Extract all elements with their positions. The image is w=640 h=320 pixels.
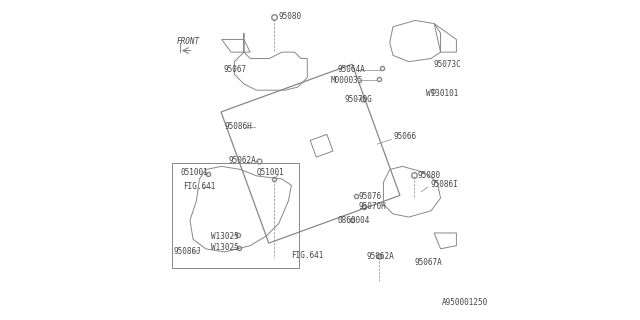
Text: 95062A: 95062A (367, 252, 395, 261)
Text: 95070G: 95070G (345, 95, 372, 104)
Text: W130101: W130101 (426, 89, 459, 98)
Text: Q51001: Q51001 (257, 168, 284, 177)
Text: 95062A: 95062A (228, 156, 256, 165)
Text: 95073C: 95073C (433, 60, 461, 69)
Text: 95086I: 95086I (430, 180, 458, 189)
Text: 95067: 95067 (223, 65, 246, 74)
Text: 95070H: 95070H (358, 203, 386, 212)
Text: 95086H: 95086H (225, 122, 253, 131)
Text: 95064A: 95064A (337, 65, 365, 75)
Text: A950001250: A950001250 (442, 298, 488, 307)
Text: 95066: 95066 (394, 132, 417, 141)
Text: 95080: 95080 (278, 12, 301, 21)
Text: 95076: 95076 (358, 192, 381, 201)
Text: FRONT: FRONT (177, 37, 200, 46)
Text: 95080: 95080 (418, 171, 441, 180)
Text: 95067A: 95067A (414, 258, 442, 267)
Text: W13025: W13025 (211, 232, 238, 241)
Bar (173, 163, 300, 268)
Text: 95086J: 95086J (173, 247, 201, 257)
Text: FIG.641: FIG.641 (183, 182, 215, 191)
Text: FIG.641: FIG.641 (291, 251, 323, 260)
Text: 0860004: 0860004 (337, 216, 370, 225)
Text: 051001: 051001 (180, 168, 208, 177)
Text: W13025: W13025 (211, 243, 238, 252)
Text: M000035: M000035 (331, 76, 364, 84)
